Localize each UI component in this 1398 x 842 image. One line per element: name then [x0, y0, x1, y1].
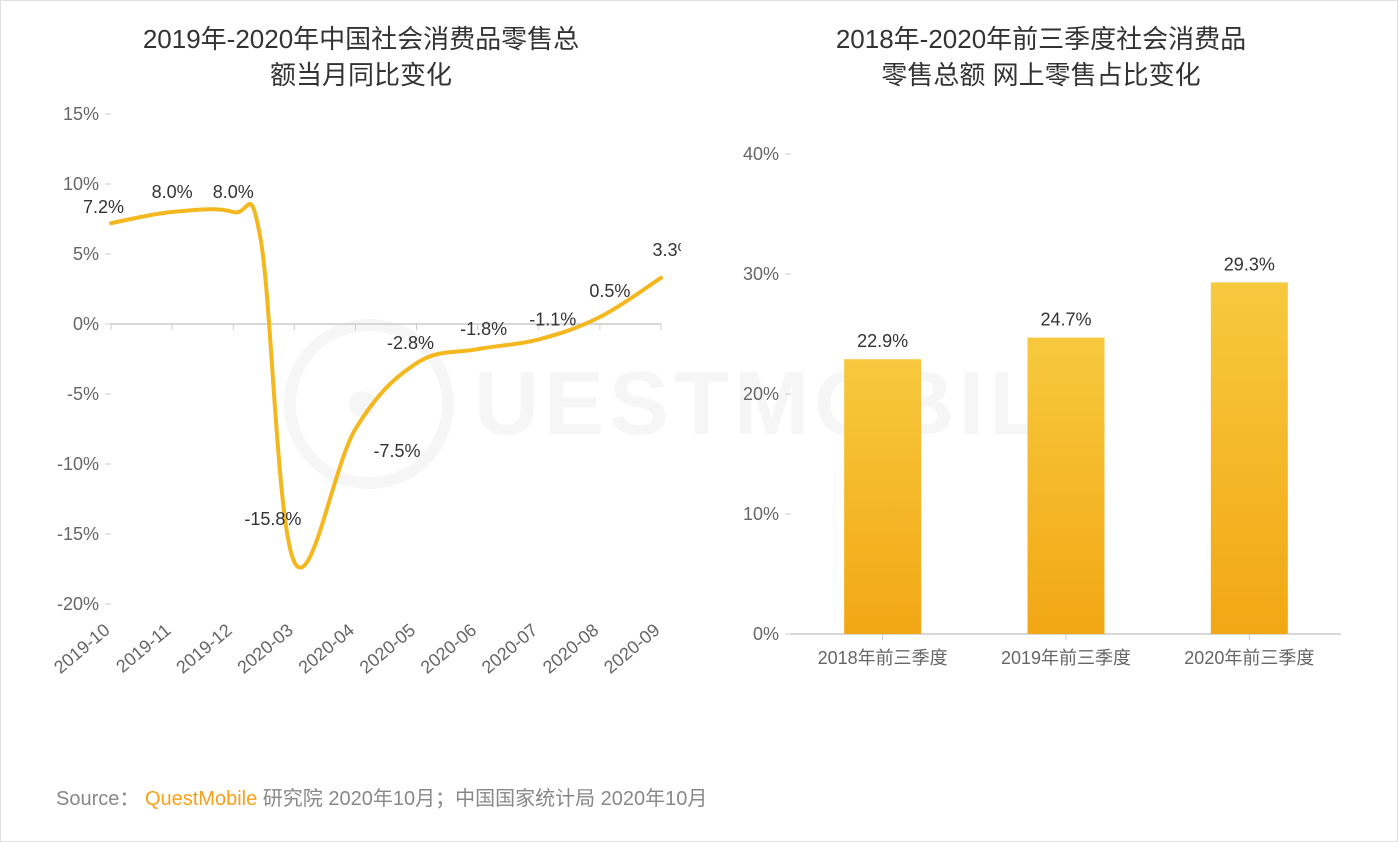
- bar-chart-plot: 0%10%20%30%40%22.9%2018年前三季度24.7%2019年前三…: [721, 104, 1361, 664]
- svg-text:2020-03: 2020-03: [233, 620, 296, 678]
- line-chart-svg: -20%-15%-10%-5%0%5%10%15%2019-102019-112…: [41, 104, 681, 724]
- svg-text:2020-06: 2020-06: [417, 620, 480, 678]
- svg-text:2019-12: 2019-12: [172, 620, 235, 678]
- svg-text:-20%: -20%: [57, 594, 99, 614]
- svg-text:-1.8%: -1.8%: [460, 319, 507, 339]
- svg-text:40%: 40%: [743, 144, 779, 164]
- svg-text:5%: 5%: [73, 244, 99, 264]
- bar-chart-title-l1: 2018年-2020年前三季度社会消费品: [836, 24, 1246, 54]
- svg-text:2018年前三季度: 2018年前三季度: [818, 648, 948, 668]
- svg-text:2019年前三季度: 2019年前三季度: [1001, 648, 1131, 668]
- svg-text:2019-10: 2019-10: [50, 620, 113, 678]
- svg-text:29.3%: 29.3%: [1224, 254, 1275, 274]
- svg-text:2020-04: 2020-04: [295, 620, 358, 678]
- svg-text:-10%: -10%: [57, 454, 99, 474]
- svg-text:10%: 10%: [743, 504, 779, 524]
- svg-text:-7.5%: -7.5%: [373, 441, 420, 461]
- svg-text:10%: 10%: [63, 174, 99, 194]
- svg-text:15%: 15%: [63, 104, 99, 124]
- svg-text:30%: 30%: [743, 264, 779, 284]
- line-chart-panel: 2019年-2020年中国社会消费品零售总 额当月同比变化 -20% -15% -1…: [41, 21, 681, 761]
- svg-text:2020年前三季度: 2020年前三季度: [1184, 648, 1314, 668]
- source-rest: 研究院 2020年10月；中国国家统计局 2020年10月: [257, 788, 707, 810]
- source-line: Source： QuestMobile 研究院 2020年10月；中国国家统计局…: [56, 782, 707, 811]
- svg-text:-5%: -5%: [67, 384, 99, 404]
- svg-text:3.3%: 3.3%: [652, 240, 681, 260]
- bar-chart-svg: 0% 10% 20% 30% 40% 22.9% 2018年前三季度 24.7% 2019年前三…: [721, 104, 1361, 724]
- svg-text:-1.1%: -1.1%: [529, 309, 576, 329]
- svg-text:-15%: -15%: [57, 524, 99, 544]
- svg-text:0%: 0%: [73, 314, 99, 334]
- line-chart-plot: -20%-15%-10%-5%0%5%10%15%2019-102019-112…: [41, 104, 681, 664]
- source-brand: QuestMobile: [145, 788, 257, 810]
- line-chart-title: 2019年-2020年中国社会消费品零售总 额当月同比变化: [41, 21, 681, 94]
- line-chart-title-l1: 2019年-2020年中国社会消费品零售总: [143, 24, 579, 54]
- svg-text:2019-11: 2019-11: [112, 620, 174, 677]
- svg-text:20%: 20%: [743, 384, 779, 404]
- line-chart-title-l2: 额当月同比变化: [270, 60, 452, 90]
- svg-text:0.5%: 0.5%: [589, 281, 630, 301]
- source-prefix: Source：: [56, 788, 139, 810]
- svg-text:8.0%: 8.0%: [213, 182, 254, 202]
- bar-chart-title-l2: 零售总额 网上零售占比变化: [881, 60, 1200, 90]
- svg-text:24.7%: 24.7%: [1040, 309, 1091, 329]
- svg-text:2020-09: 2020-09: [600, 620, 663, 678]
- bar-chart-title: 2018年-2020年前三季度社会消费品 零售总额 网上零售占比变化: [721, 21, 1361, 94]
- svg-text:2020-05: 2020-05: [356, 620, 419, 678]
- svg-text:-2.8%: -2.8%: [387, 333, 434, 353]
- svg-text:2020-08: 2020-08: [539, 620, 602, 678]
- svg-text:22.9%: 22.9%: [857, 331, 908, 351]
- svg-text:2020-07: 2020-07: [478, 620, 541, 678]
- svg-text:-15.8%: -15.8%: [244, 509, 301, 529]
- charts-row: 2019年-2020年中国社会消费品零售总 额当月同比变化 -20% -15% -1…: [1, 1, 1397, 761]
- svg-text:0%: 0%: [753, 624, 779, 644]
- svg-text:7.2%: 7.2%: [83, 197, 124, 217]
- svg-text:8.0%: 8.0%: [152, 182, 193, 202]
- bar-chart-panel: 2018年-2020年前三季度社会消费品 零售总额 网上零售占比变化 0% 10%…: [721, 21, 1361, 761]
